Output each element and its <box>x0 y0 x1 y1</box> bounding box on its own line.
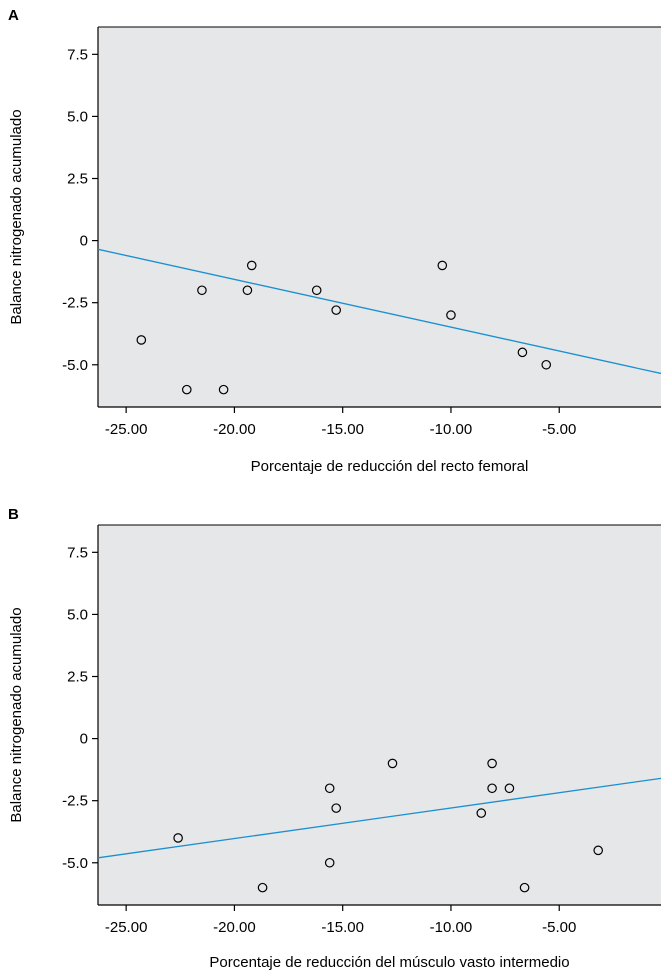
y-tick-label: 5.0 <box>67 606 88 623</box>
y-axis-label: Balance nitrogenado acumulado <box>8 109 25 324</box>
x-axis-label: Porcentaje de reducción del recto femora… <box>251 458 529 475</box>
y-tick-label: 5.0 <box>67 108 88 125</box>
y-tick-label: 7.5 <box>67 544 88 561</box>
y-tick-label: -2.5 <box>62 793 88 810</box>
data-point <box>181 384 192 395</box>
data-point <box>311 285 322 296</box>
x-tick-label: -10.00 <box>430 421 473 438</box>
data-point <box>519 882 530 893</box>
x-tick-label: -15.00 <box>321 919 364 936</box>
data-point <box>517 347 528 358</box>
data-point <box>173 833 183 843</box>
x-tick-label: -25.00 <box>105 919 148 936</box>
data-point <box>246 260 257 271</box>
y-tick-label: 2.5 <box>67 171 88 188</box>
x-tick-label: -5.00 <box>542 421 576 438</box>
data-point <box>257 882 268 893</box>
y-tick-label: -5.0 <box>62 357 88 374</box>
y-tick-label: 0 <box>80 731 88 748</box>
data-point <box>476 808 487 818</box>
y-axis-label: Balance nitrogenado acumulado <box>8 607 25 822</box>
regression-line <box>98 248 661 375</box>
x-tick-label: -20.00 <box>213 421 256 438</box>
data-point <box>504 783 515 794</box>
data-point <box>324 857 335 868</box>
data-point <box>487 758 497 769</box>
plot-area <box>98 27 661 407</box>
data-point <box>541 359 552 370</box>
plot-area <box>98 525 661 905</box>
regression-line <box>98 777 661 859</box>
x-tick-label: -10.00 <box>430 919 473 936</box>
data-point <box>197 285 207 296</box>
x-tick-label: -5.00 <box>542 919 576 936</box>
data-point <box>446 310 456 320</box>
x-tick-label: -15.00 <box>321 421 364 438</box>
data-point <box>331 803 341 813</box>
y-tick-label: 0 <box>80 233 88 250</box>
x-axis-label: Porcentaje de reducción del músculo vast… <box>209 954 569 971</box>
data-point <box>242 285 253 296</box>
data-point <box>136 335 147 345</box>
x-tick-label: -20.00 <box>213 919 256 936</box>
data-point <box>593 845 604 856</box>
data-point <box>487 783 497 794</box>
data-point <box>218 384 229 395</box>
data-point <box>437 260 448 271</box>
y-tick-label: -2.5 <box>62 295 88 312</box>
y-tick-label: 2.5 <box>67 669 88 686</box>
y-tick-label: -5.0 <box>62 855 88 872</box>
data-point <box>331 305 341 315</box>
data-point <box>387 758 398 769</box>
data-point <box>324 783 335 794</box>
panel-letter: A <box>8 7 19 24</box>
panel-letter: B <box>8 506 19 523</box>
y-tick-label: 7.5 <box>67 46 88 63</box>
x-tick-label: -25.00 <box>105 421 148 438</box>
